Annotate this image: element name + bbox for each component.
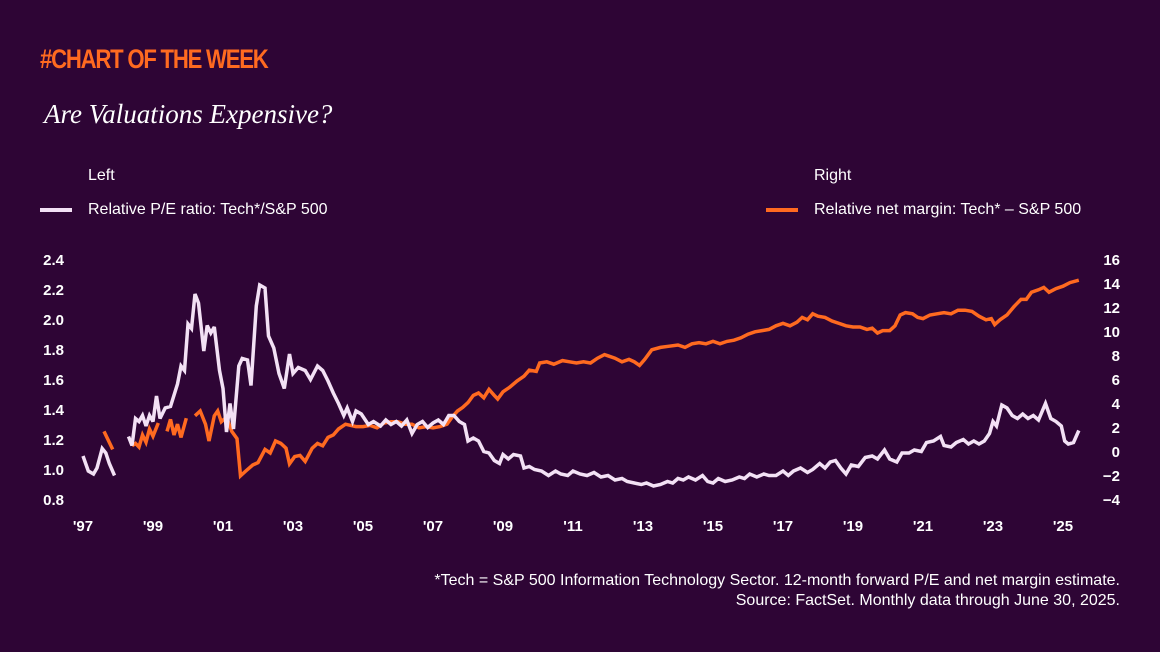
left-tick-label: 2.2 bbox=[43, 282, 64, 299]
x-tick-label: '19 bbox=[843, 518, 863, 535]
net-margin-line-segment bbox=[102, 430, 115, 451]
x-tick-label: '15 bbox=[703, 518, 723, 535]
footnote: *Tech = S&P 500 Information Technology S… bbox=[434, 571, 1120, 611]
x-tick-label: '17 bbox=[773, 518, 793, 535]
right-tick-label: 10 bbox=[1103, 324, 1120, 341]
x-tick-label: '23 bbox=[983, 518, 1003, 535]
left-tick-label: 1.4 bbox=[43, 402, 65, 419]
left-tick-label: 2.4 bbox=[43, 252, 65, 269]
x-tick-label: '21 bbox=[913, 518, 933, 535]
pe-ratio-line-segment bbox=[126, 282, 1081, 488]
right-tick-label: 16 bbox=[1103, 252, 1120, 269]
legend-swatch-pe bbox=[40, 208, 72, 212]
pe-ratio-line-segment bbox=[81, 444, 117, 477]
legend-right-heading: Right bbox=[814, 167, 852, 184]
chart-title: Are Valuations Expensive? bbox=[44, 99, 333, 129]
left-axis: 0.8 1.0 1.2 1.4 1.6 1.8 2.0 2.2 2.4 bbox=[43, 252, 65, 509]
x-tick-label: '99 bbox=[143, 518, 163, 535]
net-margin-line-segment bbox=[165, 417, 188, 438]
right-tick-label: −4 bbox=[1103, 492, 1121, 509]
x-tick-label: '11 bbox=[563, 518, 582, 535]
x-tick-label: '13 bbox=[633, 518, 653, 535]
kicker-label: #CHART OF THE WEEK bbox=[40, 44, 269, 74]
legend-label-margin: Relative net margin: Tech* – S&P 500 bbox=[814, 201, 1082, 218]
left-tick-label: 1.6 bbox=[43, 372, 64, 389]
legend-item-net-margin: Relative net margin: Tech* – S&P 500 bbox=[766, 201, 1081, 219]
x-tick-label: '03 bbox=[283, 518, 303, 535]
left-tick-label: 0.8 bbox=[43, 492, 64, 509]
right-tick-label: 6 bbox=[1112, 372, 1120, 389]
right-tick-label: 12 bbox=[1103, 300, 1120, 317]
right-tick-label: −2 bbox=[1103, 468, 1120, 485]
right-tick-label: 8 bbox=[1112, 348, 1120, 365]
right-tick-label: 4 bbox=[1112, 396, 1121, 413]
series-lines bbox=[81, 278, 1081, 488]
x-tick-label: '01 bbox=[213, 518, 233, 535]
right-tick-label: 2 bbox=[1112, 420, 1120, 437]
net-margin-line-segment bbox=[193, 278, 1080, 480]
left-tick-label: 1.8 bbox=[43, 342, 64, 359]
legend-item-pe-ratio: Relative P/E ratio: Tech*/S&P 500 bbox=[40, 201, 328, 219]
footnote-definition: *Tech = S&P 500 Information Technology S… bbox=[434, 572, 1120, 589]
x-tick-label: '07 bbox=[423, 518, 443, 535]
x-tick-label: '05 bbox=[353, 518, 373, 535]
legend-label-pe: Relative P/E ratio: Tech*/S&P 500 bbox=[88, 201, 328, 218]
legend-swatch-margin bbox=[766, 208, 798, 212]
x-tick-label: '09 bbox=[493, 518, 513, 535]
left-tick-label: 2.0 bbox=[43, 312, 64, 329]
left-tick-label: 1.0 bbox=[43, 462, 64, 479]
footnote-source: Source: FactSet. Monthly data through Ju… bbox=[735, 592, 1120, 609]
net-margin-line-segment bbox=[131, 422, 160, 451]
x-axis: '97 '99 '01 '03 '05 '07 '09 '11 '13 '15 '17 '19 '21 '… bbox=[73, 518, 1073, 535]
x-tick-label: '97 bbox=[73, 518, 93, 535]
x-tick-label: '25 bbox=[1053, 518, 1073, 535]
legend-left-heading: Left bbox=[88, 167, 115, 184]
left-tick-label: 1.2 bbox=[43, 432, 64, 449]
right-tick-label: 0 bbox=[1112, 444, 1120, 461]
right-tick-label: 14 bbox=[1103, 276, 1120, 293]
right-axis: −4 −2 0 2 4 6 8 10 12 14 16 bbox=[1103, 252, 1121, 509]
